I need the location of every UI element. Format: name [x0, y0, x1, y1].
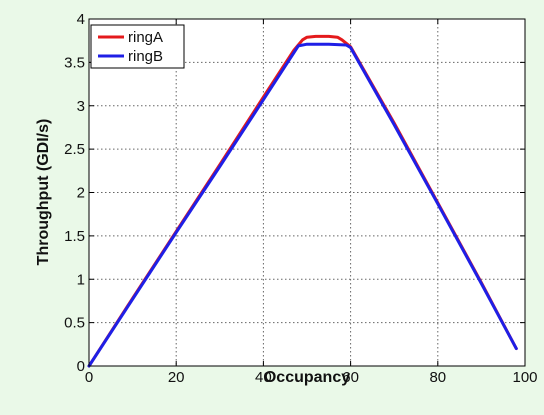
legend: ringA ringB — [90, 24, 185, 69]
series-lines — [87, 34, 518, 368]
legend-box — [90, 24, 185, 69]
axis-ticks: 0 20 40 60 80 100 0 0.5 1 1.5 2 2.5 3 3.5 4 — [64, 11, 537, 386]
x-tick-label: 100 — [512, 369, 537, 386]
y-tick-label: 3.5 — [64, 54, 85, 71]
x-axis-title: Occupancy — [264, 369, 350, 386]
x-tick-label: 20 — [168, 369, 185, 386]
legend-label-ringB: ringB — [128, 48, 163, 65]
y-tick-label: 1.5 — [64, 228, 85, 245]
y-tick-label: 2 — [77, 185, 85, 202]
legend-label-ringA: ringA — [128, 29, 163, 46]
x-tick-label: 40 — [255, 369, 272, 386]
y-axis-title: Throughput (GDI/s) — [35, 119, 52, 266]
y-tick-label: 4 — [77, 11, 85, 28]
series-line-ringB — [87, 42, 518, 368]
x-tick-label: 60 — [342, 369, 359, 386]
y-tick-label: 0 — [77, 358, 85, 375]
y-tick-label: 1 — [77, 271, 85, 288]
x-tick-label: 80 — [429, 369, 446, 386]
y-tick-label: 3 — [77, 98, 85, 115]
y-tick-label: 0.5 — [64, 315, 85, 332]
y-tick-label: 2.5 — [64, 141, 85, 158]
x-tick-label: 0 — [85, 369, 93, 386]
